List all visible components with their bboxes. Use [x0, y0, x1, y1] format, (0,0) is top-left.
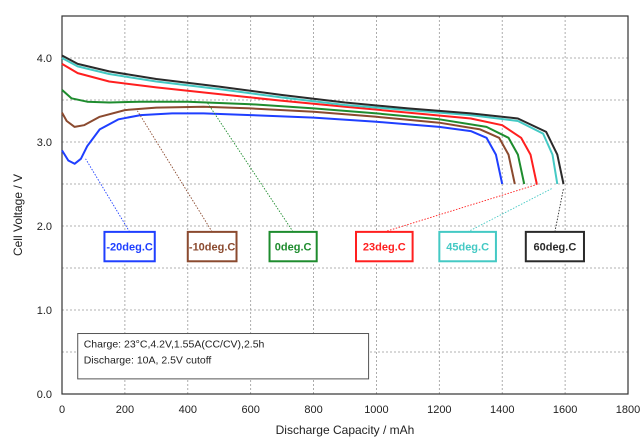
series-layer — [61, 54, 565, 185]
y-tick-label: 1.0 — [37, 305, 52, 317]
grid — [62, 16, 628, 394]
x-tick-label: 800 — [304, 404, 322, 416]
legend-label: 0deg.C — [275, 242, 312, 254]
annotation-frame — [77, 333, 370, 380]
x-tick-label: 1600 — [553, 404, 577, 416]
x-tick-label: 400 — [179, 404, 197, 416]
leader-line — [554, 188, 564, 232]
leader-line — [467, 187, 553, 233]
series-line-23deg-c — [61, 63, 538, 185]
annotation-discharge-text: Discharge: 10A, 2.5V cutoff — [84, 355, 212, 367]
x-tick-label: 200 — [116, 404, 134, 416]
legend: -20deg.C -10deg.C 0deg.C 23deg.C 45deg.C 60de… — [103, 230, 585, 263]
x-tick-label: 1800 — [616, 404, 640, 416]
annotation-charge-text: Charge: 23°C,4.2V,1.55A(CC/CV),2.5h — [84, 339, 265, 351]
series-line-45deg-c — [61, 57, 559, 185]
x-tick-label: 1000 — [364, 404, 388, 416]
y-tick-label: 0.0 — [37, 389, 52, 401]
x-tick-labels: 0 200 400 600 800 1000 1200 1400 1600 1800 — [59, 404, 640, 416]
plot-frame — [61, 15, 629, 395]
y-tick-label: 2.0 — [37, 221, 52, 233]
legend-box — [268, 230, 318, 263]
leader-line — [137, 110, 213, 233]
series-line--20deg-c — [61, 112, 504, 185]
legend-label: 45deg.C — [446, 242, 489, 254]
x-tick-label: 1200 — [427, 404, 451, 416]
x-tick-label: 0 — [59, 404, 65, 416]
legend-box — [355, 230, 414, 263]
legend-box — [103, 230, 156, 263]
y-axis-label: Cell Voltage / V — [11, 174, 25, 256]
legend-label: -10deg.C — [189, 242, 236, 254]
legend-box — [438, 230, 497, 263]
legend-box — [524, 230, 585, 263]
series-line--10deg-c — [61, 105, 516, 185]
x-tick-label: 1400 — [490, 404, 514, 416]
y-tick-labels: 0.0 1.0 2.0 3.0 4.0 — [37, 53, 52, 401]
x-tick-label: 600 — [241, 404, 259, 416]
x-axis-label: Discharge Capacity / mAh — [276, 423, 415, 437]
y-tick-label: 3.0 — [37, 137, 52, 149]
leader-line — [206, 101, 294, 233]
legend-box — [186, 230, 238, 263]
y-tick-label: 4.0 — [37, 53, 52, 65]
legend-label: 23deg.C — [363, 242, 406, 254]
leader-lines — [85, 101, 564, 233]
series-line-0deg-c — [61, 89, 526, 185]
legend-label: 60deg.C — [533, 242, 576, 254]
series-line-60deg-c — [61, 54, 565, 185]
annotation-box: Charge: 23°C,4.2V,1.55A(CC/CV),2.5h Disch… — [77, 333, 370, 380]
legend-label: -20deg.C — [106, 242, 153, 254]
leader-line — [85, 158, 130, 233]
